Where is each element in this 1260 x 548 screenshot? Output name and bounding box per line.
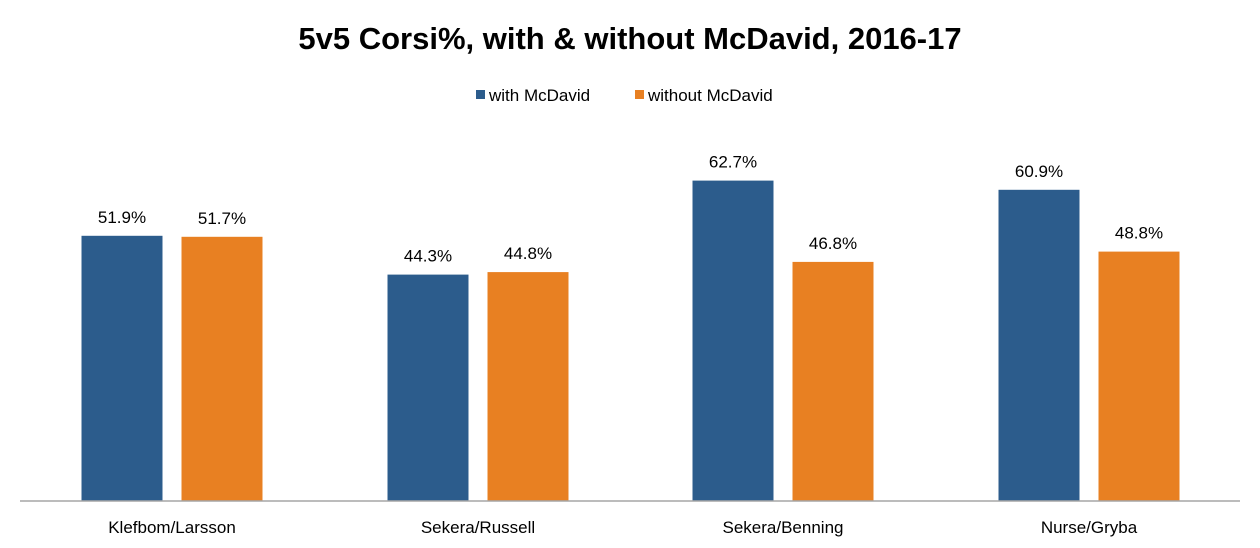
bar-nurse-gryba-with-mcdavid: [998, 189, 1080, 502]
bar-klefbom-larsson-without-mcdavid: [181, 236, 263, 502]
data-label-group: 51.9% 51.7% 44.3% 44.8% 62.7% 46.8% 60.9% 48.8%: [98, 153, 1163, 266]
x-tick-label-sekera-benning: Sekera/Benning: [723, 518, 844, 537]
x-tick-label-sekera-russell: Sekera/Russell: [421, 518, 535, 537]
bar-nurse-gryba-without-mcdavid: [1098, 251, 1180, 501]
data-label-sekera-russell-with-mcdavid: 44.3%: [404, 247, 452, 266]
legend-swatch-with-mcdavid: [476, 90, 485, 99]
data-label-sekera-benning-with-mcdavid: 62.7%: [709, 153, 757, 172]
legend-swatch-without-mcdavid: [635, 90, 644, 99]
legend: with McDavid without McDavid: [476, 86, 773, 105]
bar-sekera-benning-with-mcdavid: [692, 180, 774, 501]
bar-sekera-benning-without-mcdavid: [792, 261, 874, 501]
bar-klefbom-larsson-with-mcdavid: [81, 235, 163, 502]
data-label-sekera-russell-without-mcdavid: 44.8%: [504, 244, 552, 263]
data-label-klefbom-larsson-with-mcdavid: 51.9%: [98, 208, 146, 227]
data-label-sekera-benning-without-mcdavid: 46.8%: [809, 234, 857, 253]
bar-sekera-russell-without-mcdavid: [487, 272, 569, 501]
data-label-klefbom-larsson-without-mcdavid: 51.7%: [198, 209, 246, 228]
data-label-nurse-gryba-with-mcdavid: 60.9%: [1015, 162, 1063, 181]
bar-sekera-russell-with-mcdavid: [387, 274, 469, 501]
x-tick-label-group: Klefbom/Larsson Sekera/Russell Sekera/Benn…: [108, 518, 1138, 537]
bar-group: [81, 180, 1180, 502]
legend-label-without-mcdavid: without McDavid: [647, 86, 773, 105]
x-tick-label-klefbom-larsson: Klefbom/Larsson: [108, 518, 236, 537]
legend-label-with-mcdavid: with McDavid: [488, 86, 590, 105]
chart-title: 5v5 Corsi%, with & without McDavid, 2016…: [298, 21, 961, 56]
x-tick-label-nurse-gryba: Nurse/Gryba: [1041, 518, 1138, 537]
data-label-nurse-gryba-without-mcdavid: 48.8%: [1115, 224, 1163, 243]
